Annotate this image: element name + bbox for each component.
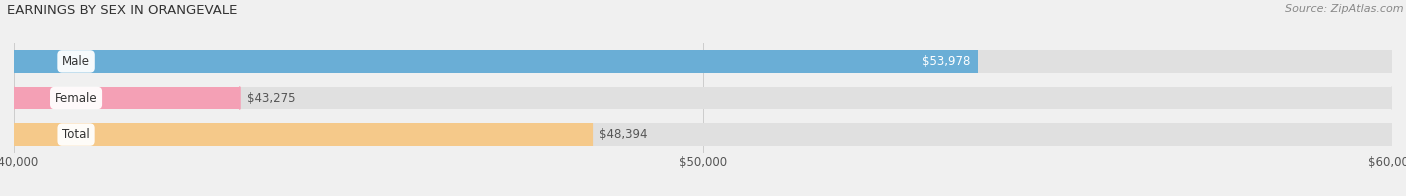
Bar [14,50,1392,73]
Text: $48,394: $48,394 [599,128,648,141]
Bar [14,87,239,109]
Text: Female: Female [55,92,97,104]
Bar [14,50,977,73]
Bar [14,87,1392,109]
Text: EARNINGS BY SEX IN ORANGEVALE: EARNINGS BY SEX IN ORANGEVALE [7,4,238,17]
Text: $53,978: $53,978 [922,55,970,68]
Bar [14,123,592,146]
Text: $43,275: $43,275 [246,92,295,104]
Text: Male: Male [62,55,90,68]
Text: Total: Total [62,128,90,141]
Bar [14,123,1392,146]
Text: Source: ZipAtlas.com: Source: ZipAtlas.com [1285,4,1403,14]
